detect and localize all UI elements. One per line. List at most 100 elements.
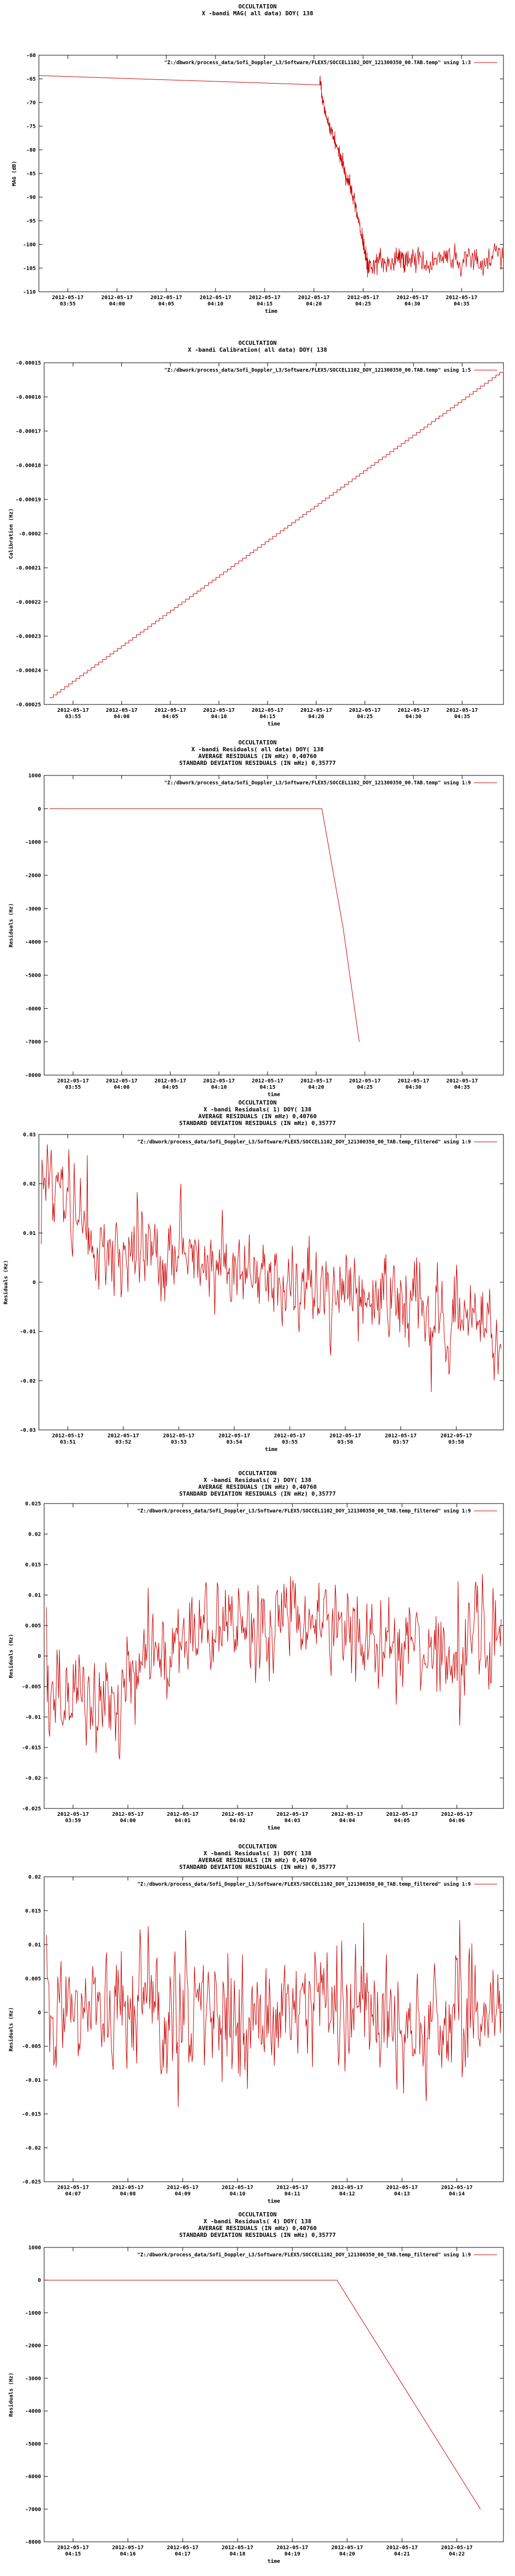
chart-title-line: OCCULTATION <box>239 1099 277 1106</box>
x-tick-label-time: 04:25 <box>357 1085 373 1090</box>
x-tick-label-time: 04:12 <box>339 2191 355 2197</box>
x-tick-label-date: 2012-05-17 <box>298 295 329 301</box>
y-tick-label: -0.01 <box>20 1329 36 1335</box>
y-tick-label: -0.02 <box>20 1378 36 1384</box>
y-tick-label: 1000 <box>28 2245 41 2251</box>
y-axis-label: Residuals (Hz) <box>8 2373 14 2417</box>
y-tick-label: -6000 <box>25 1006 41 1012</box>
series-line <box>38 75 504 278</box>
x-tick-label-time: 03:55 <box>65 714 81 720</box>
y-tick-label: -0.00016 <box>16 395 41 401</box>
x-tick-label-date: 2012-05-17 <box>219 1433 250 1439</box>
x-axis-label: time <box>267 1091 280 1098</box>
legend-entry: "Z:/dbwork/process_data/Sofi_Doppler_L3/… <box>137 1508 471 1514</box>
chart-title-line: OCCULTATION <box>239 2211 277 2218</box>
x-tick-label-date: 2012-05-17 <box>252 1078 283 1084</box>
x-tick-label-time: 04:20 <box>308 714 324 720</box>
x-tick-label-time: 04:05 <box>158 301 174 307</box>
x-tick-label-date: 2012-05-17 <box>397 295 428 301</box>
y-tick-label: 0.02 <box>23 1181 36 1187</box>
x-tick-label-date: 2012-05-17 <box>112 2545 143 2551</box>
series-line <box>44 2279 481 2510</box>
x-tick-label-time: 04:00 <box>109 301 125 307</box>
x-tick-label-time: 04:00 <box>114 1085 129 1090</box>
x-tick-label-date: 2012-05-17 <box>222 2545 253 2551</box>
y-tick-label: 0 <box>38 1654 41 1660</box>
x-tick-label-time: 04:00 <box>120 1818 136 1824</box>
y-tick-label: -0.005 <box>22 2044 41 2050</box>
y-tick-label: -6000 <box>25 2474 41 2480</box>
x-tick-label-time: 03:51 <box>60 1439 76 1445</box>
x-tick-label-time: 04:20 <box>306 301 322 307</box>
x-tick-label-time: 04:16 <box>120 2551 136 2557</box>
x-tick-label-time: 04:30 <box>406 1085 421 1090</box>
x-tick-label-time: 04:25 <box>357 714 373 720</box>
y-tick-label: -3000 <box>25 2376 41 2381</box>
x-tick-label-date: 2012-05-17 <box>332 1812 363 1817</box>
plot-frame <box>44 775 504 1076</box>
x-tick-label-date: 2012-05-17 <box>349 1078 380 1084</box>
x-tick-label-date: 2012-05-17 <box>203 1078 235 1084</box>
y-tick-label: 0.02 <box>28 1875 41 1880</box>
x-tick-label-date: 2012-05-17 <box>167 2545 199 2551</box>
y-tick-label: 0 <box>38 2278 41 2284</box>
y-tick-label: 0.01 <box>23 1231 36 1236</box>
x-axis-label: time <box>265 308 277 314</box>
legend-entry: "Z:/dbwork/process_data/Sofi_Doppler_L3/… <box>164 60 471 66</box>
x-tick-label-date: 2012-05-17 <box>441 2185 472 2191</box>
plot-frame <box>38 55 504 292</box>
x-tick-label-date: 2012-05-17 <box>440 1433 472 1439</box>
y-tick-label: -4000 <box>25 939 41 945</box>
x-axis-label: time <box>265 1446 277 1453</box>
y-tick-label: -65 <box>26 77 36 83</box>
y-tick-label: -0.03 <box>20 1428 36 1434</box>
x-tick-label-time: 04:11 <box>284 2191 300 2197</box>
x-axis-label: time <box>267 721 280 727</box>
y-tick-label: -60 <box>26 53 36 59</box>
x-tick-label-date: 2012-05-17 <box>101 295 133 301</box>
x-tick-label-time: 04:35 <box>454 301 469 307</box>
x-tick-label-date: 2012-05-17 <box>301 708 332 713</box>
y-tick-label: -0.025 <box>22 1806 41 1812</box>
y-tick-label: -80 <box>26 148 36 154</box>
x-tick-label-date: 2012-05-17 <box>57 708 89 713</box>
y-tick-label: -0.00024 <box>16 668 41 674</box>
x-axis-label: time <box>267 2198 280 2204</box>
x-tick-label-date: 2012-05-17 <box>154 1078 186 1084</box>
x-axis-label: time <box>267 1825 280 1831</box>
x-tick-label-time: 03:56 <box>337 1439 353 1445</box>
y-tick-label: -0.015 <box>22 1745 41 1751</box>
series-line <box>46 1920 502 2108</box>
y-tick-label: -90 <box>26 195 36 201</box>
x-tick-label-time: 03:55 <box>65 1085 81 1090</box>
y-axis-label: Calibration (Hz) <box>8 508 14 559</box>
y-tick-label: -110 <box>23 290 36 295</box>
y-tick-label: -0.00022 <box>16 600 41 606</box>
x-tick-label-time: 04:22 <box>449 2551 465 2557</box>
chart-title-line: X -bandi Calibration( all data) DOY( 138 <box>188 346 327 353</box>
x-tick-label-time: 04:30 <box>406 714 421 720</box>
x-tick-label-date: 2012-05-17 <box>52 295 84 301</box>
y-tick-label: 0.015 <box>25 1908 41 1914</box>
x-tick-label-time: 04:03 <box>284 1818 300 1824</box>
x-tick-label-date: 2012-05-17 <box>222 2185 253 2191</box>
x-tick-label-date: 2012-05-17 <box>57 1078 89 1084</box>
y-tick-label: 0.005 <box>25 1976 41 1982</box>
x-tick-label-time: 04:13 <box>394 2191 410 2197</box>
chart-title-line: X -bandi Residuals( 2) DOY( 138 <box>203 1477 311 1484</box>
plot-frame <box>44 2247 504 2542</box>
x-tick-label-time: 03:54 <box>226 1439 242 1445</box>
y-tick-label: -70 <box>26 100 36 106</box>
y-tick-label: -100 <box>23 242 36 248</box>
x-tick-label-date: 2012-05-17 <box>347 295 379 301</box>
chart-title-line: OCCULTATION <box>239 1843 277 1850</box>
y-tick-label: -0.02 <box>25 1776 41 1782</box>
y-tick-label: 0.01 <box>28 1942 41 1948</box>
x-tick-label-time: 04:20 <box>339 2551 355 2557</box>
y-tick-label: -0.00018 <box>16 463 41 469</box>
x-tick-label-time: 04:14 <box>449 2191 465 2197</box>
y-tick-label: -3000 <box>25 906 41 912</box>
